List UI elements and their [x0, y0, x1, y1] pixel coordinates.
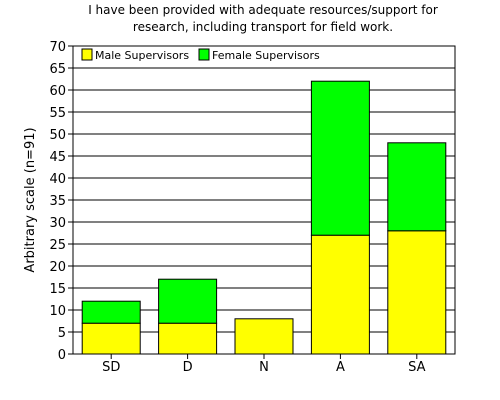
x-tick-label: SD: [102, 360, 120, 375]
legend-label-male: Male Supervisors: [95, 49, 189, 62]
y-tick-label: 45: [49, 150, 66, 165]
y-tick-label: 10: [49, 304, 66, 319]
y-axis-ticks: 0 5 10 15 20 25 30 35 40 45 50 55 60 65 70: [49, 40, 73, 363]
bar-a-female: [310, 80, 370, 236]
x-tick-label: SA: [408, 360, 425, 375]
x-tick-label: N: [259, 360, 269, 375]
bar-d-female: [158, 278, 218, 324]
chart-title-line-2: research, including transport for field …: [133, 20, 393, 34]
y-tick-label: 15: [49, 282, 66, 297]
y-tick-label: 55: [49, 106, 66, 121]
y-tick-label: 35: [49, 194, 66, 209]
x-tick-label: D: [183, 360, 193, 375]
y-tick-label: 5: [58, 326, 66, 341]
y-tick-label: 40: [49, 172, 66, 187]
y-tick-label: 70: [49, 40, 66, 55]
y-tick-label: 30: [49, 216, 66, 231]
bar-sa-female: [387, 142, 447, 232]
chart-title-line-1: I have been provided with adequate resou…: [88, 3, 438, 17]
y-tick-label: 65: [49, 62, 66, 77]
x-tick-label: A: [336, 360, 345, 375]
legend-swatch-female: [198, 48, 210, 61]
y-tick-label: 20: [49, 260, 66, 275]
y-tick-label: 50: [49, 128, 66, 143]
y-tick-label: 25: [49, 238, 66, 253]
y-axis-label: Arbitrary scale (n=91): [23, 127, 38, 272]
bar-sd-female: [81, 300, 141, 324]
legend-swatch-male: [81, 48, 93, 61]
bar-sa-male: [387, 230, 447, 355]
bar-n-male: [234, 318, 294, 355]
bar-d-male: [158, 322, 218, 355]
y-tick-label: 0: [58, 348, 66, 363]
plot-frame: [72, 45, 456, 355]
bar-sd-male: [81, 322, 141, 355]
bar-a-male: [310, 234, 370, 355]
legend-label-female: Female Supervisors: [212, 49, 320, 62]
legend: Male Supervisors Female Supervisors: [81, 48, 320, 62]
bars: [81, 80, 447, 355]
x-axis-ticks: SD D N A SA: [102, 354, 426, 375]
y-tick-label: 60: [49, 84, 66, 99]
gridlines: [73, 67, 455, 333]
